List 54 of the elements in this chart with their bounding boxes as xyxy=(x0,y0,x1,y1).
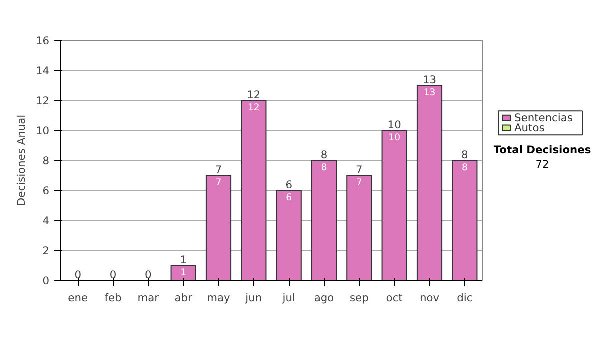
total-label: 6 xyxy=(286,178,293,192)
total-label: 0 xyxy=(74,268,82,282)
bar xyxy=(241,100,267,280)
text: 72 xyxy=(536,158,550,172)
x-tick-label: dic xyxy=(457,292,473,304)
total-label: 7 xyxy=(215,164,222,176)
y-tick-label: 10 xyxy=(36,124,50,138)
x-tick-label: feb xyxy=(104,292,122,304)
y-tick-label: 2 xyxy=(42,244,50,258)
y-tick-label: 8 xyxy=(42,154,50,168)
x-tick-label: oct xyxy=(386,292,403,304)
x-tick-label: ene xyxy=(68,292,88,304)
y-axis-title: Decisiones Anual xyxy=(14,114,28,206)
bar xyxy=(276,190,302,280)
bar xyxy=(311,160,338,280)
bar xyxy=(452,160,478,280)
bar xyxy=(382,130,408,280)
total-label: 8 xyxy=(320,148,328,162)
y-tick-label: 12 xyxy=(36,94,50,108)
bar xyxy=(346,175,372,280)
text: Total Decisiones xyxy=(494,143,592,156)
x-tick-label: may xyxy=(207,292,230,304)
y-tick-label: 14 xyxy=(36,64,50,78)
total-label: 12 xyxy=(247,88,261,102)
data-label: 7 xyxy=(216,178,222,188)
data-label: 6 xyxy=(286,192,292,204)
total-label: 0 xyxy=(145,268,152,282)
data-label: 8 xyxy=(462,162,468,174)
bar xyxy=(170,265,196,280)
x-tick-label: sep xyxy=(350,292,370,304)
y-tick-label: 0 xyxy=(42,274,50,288)
x-tick-label: jul xyxy=(282,292,296,304)
total-label: 13 xyxy=(422,74,437,86)
x-tick-label: mar xyxy=(138,292,160,304)
total-label: 10 xyxy=(388,118,402,132)
y-tick-label: 6 xyxy=(42,184,50,198)
bar xyxy=(416,85,443,280)
x-tick-label: ago xyxy=(314,292,334,304)
y-tick-label: 16 xyxy=(36,34,50,48)
data-label: 10 xyxy=(388,132,401,144)
y-tick-label: 4 xyxy=(42,214,50,228)
data-label: 12 xyxy=(248,102,260,114)
data-label: 13 xyxy=(424,88,436,98)
data-label: 1 xyxy=(180,268,187,278)
total-label: 1 xyxy=(180,254,187,266)
bar xyxy=(206,175,232,280)
total-label: 8 xyxy=(462,148,469,162)
data-label: 8 xyxy=(321,162,328,174)
data-label: 7 xyxy=(356,178,362,188)
total-label: 0 xyxy=(110,268,117,282)
x-tick-label: abr xyxy=(174,292,194,304)
x-tick-label: nov xyxy=(420,292,440,304)
total-label: 7 xyxy=(356,164,363,176)
x-tick-label: jun xyxy=(244,292,262,304)
